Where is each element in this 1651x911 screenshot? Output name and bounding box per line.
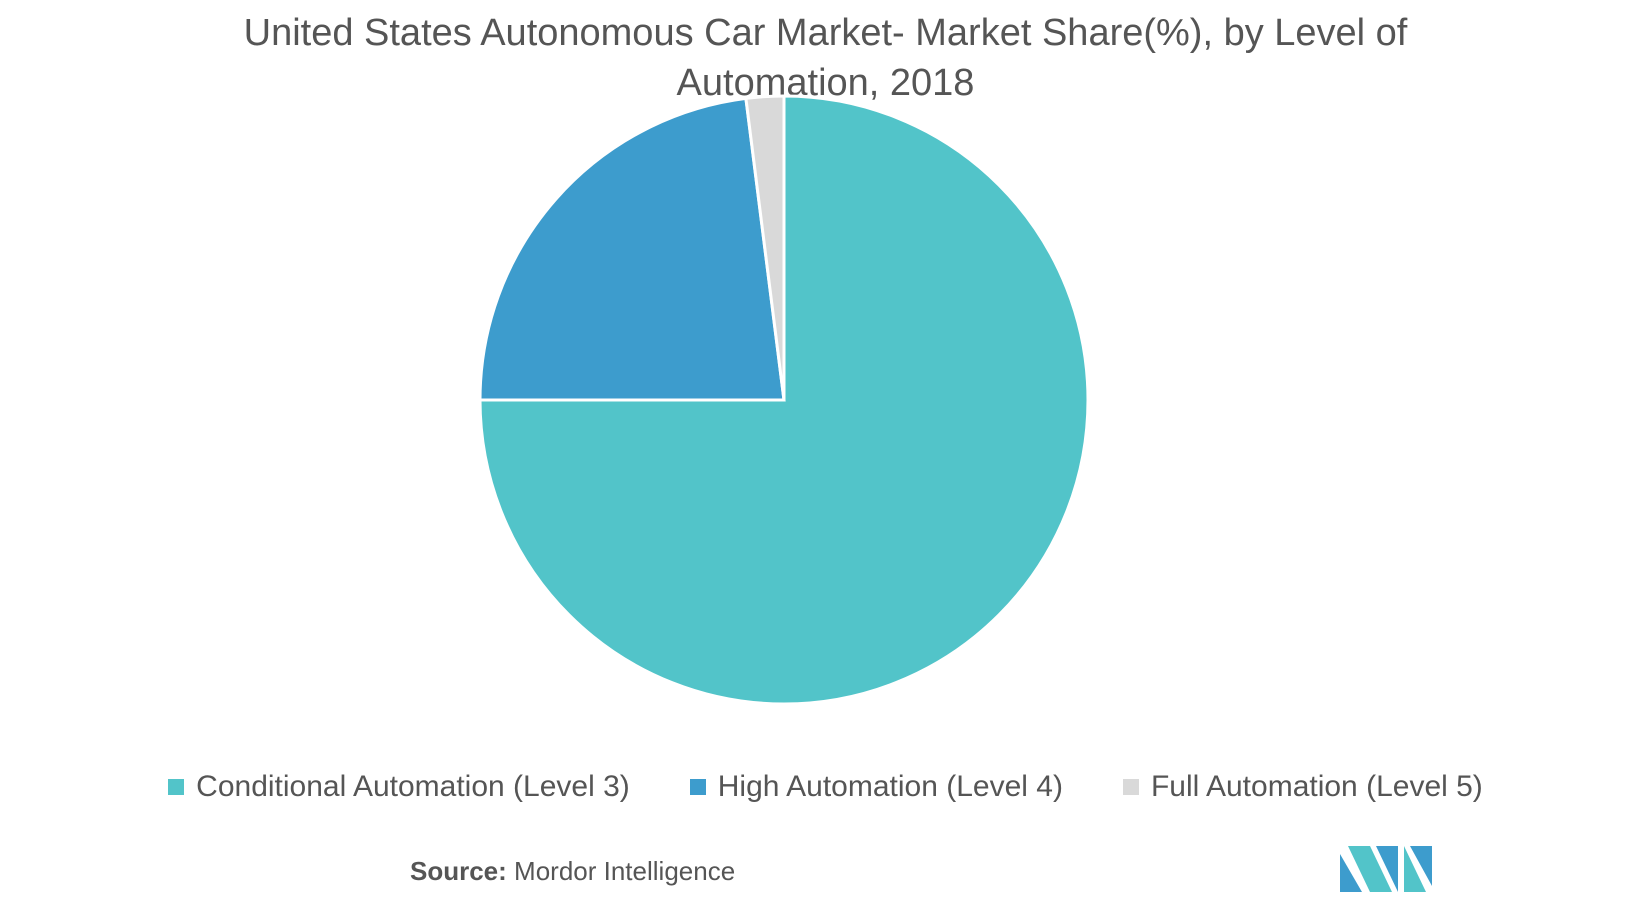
source-label: Source: (410, 856, 507, 886)
legend-item-level-4: High Automation (Level 4) (689, 770, 1063, 804)
legend-item-level-3: Conditional Automation (Level 3) (168, 770, 630, 804)
chart-title-line-2: Automation, 2018 (676, 62, 975, 104)
legend-swatch-level-5 (1122, 779, 1139, 795)
pie-slice-5 (744, 94, 786, 401)
legend-swatch-level-3 (168, 779, 185, 795)
legend-label-level-5: Full Automation (Level 5) (1150, 770, 1483, 803)
mordor-intelligence-logo-icon (1340, 846, 1432, 892)
legend-item-level-5: Full Automation (Level 5) (1122, 770, 1483, 804)
legend-label-level-3: Conditional Automation (Level 3) (196, 770, 630, 803)
source-note: Source: Mordor Intelligence (410, 856, 735, 887)
legend: Conditional Automation (Level 3) High Au… (0, 770, 1651, 804)
chart-title: United States Autonomous Car Market- Mar… (0, 8, 1651, 108)
pie-slice-4 (478, 96, 786, 402)
source-value: Mordor Intelligence (514, 856, 736, 886)
chart-title-line-1: United States Autonomous Car Market- Mar… (243, 12, 1408, 54)
legend-label-level-4: High Automation (Level 4) (717, 770, 1063, 803)
legend-swatch-level-4 (689, 779, 706, 795)
